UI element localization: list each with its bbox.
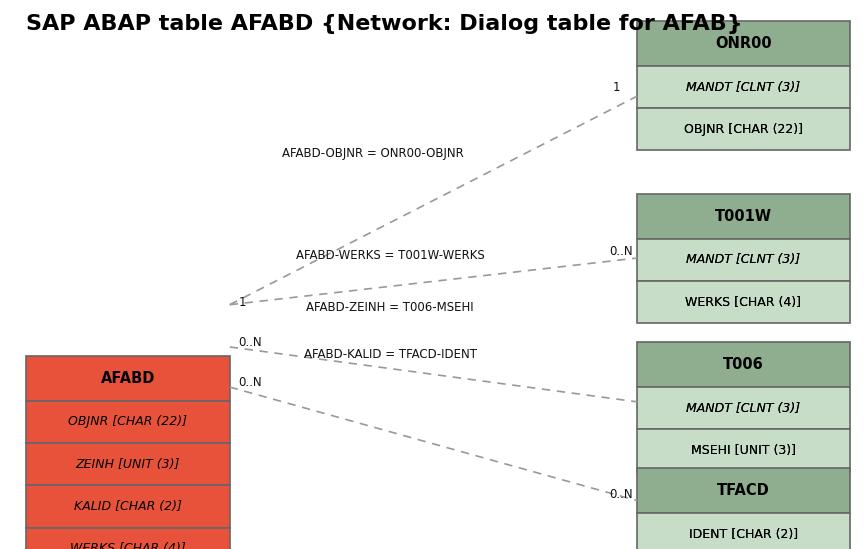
Bar bbox=[26, 401, 230, 443]
Text: T006: T006 bbox=[723, 357, 764, 372]
Bar bbox=[637, 513, 850, 549]
Bar bbox=[26, 356, 230, 401]
Text: IDENT [CHAR (2)]: IDENT [CHAR (2)] bbox=[689, 528, 798, 541]
Text: AFABD-OBJNR = ONR00-OBJNR: AFABD-OBJNR = ONR00-OBJNR bbox=[282, 147, 464, 160]
Text: T001W: T001W bbox=[715, 209, 772, 224]
Bar bbox=[637, 66, 850, 108]
Text: MANDT [CLNT (3)]: MANDT [CLNT (3)] bbox=[687, 254, 800, 266]
Text: IDENT [CHAR (2)]: IDENT [CHAR (2)] bbox=[689, 528, 798, 541]
Text: ONR00: ONR00 bbox=[715, 36, 772, 51]
Text: AFABD-WERKS = T001W-WERKS: AFABD-WERKS = T001W-WERKS bbox=[296, 249, 485, 262]
Text: 1: 1 bbox=[612, 81, 620, 94]
Text: AFABD-KALID = TFACD-IDENT: AFABD-KALID = TFACD-IDENT bbox=[303, 348, 477, 361]
Text: MANDT [CLNT (3)]: MANDT [CLNT (3)] bbox=[687, 254, 800, 266]
Text: MANDT [CLNT (3)]: MANDT [CLNT (3)] bbox=[687, 81, 800, 93]
Text: WERKS [CHAR (4)]: WERKS [CHAR (4)] bbox=[686, 296, 801, 309]
Text: MSEHI [UNIT (3)]: MSEHI [UNIT (3)] bbox=[691, 444, 796, 457]
Bar bbox=[637, 387, 850, 429]
Bar bbox=[637, 281, 850, 323]
Text: 0..N: 0..N bbox=[238, 376, 262, 389]
Text: 0..N: 0..N bbox=[238, 335, 262, 349]
Bar bbox=[637, 429, 850, 472]
Bar bbox=[637, 21, 850, 66]
Text: OBJNR [CHAR (22)]: OBJNR [CHAR (22)] bbox=[684, 123, 803, 136]
Text: 0..N: 0..N bbox=[610, 245, 633, 258]
Text: WERKS [CHAR (4)]: WERKS [CHAR (4)] bbox=[70, 542, 186, 549]
Bar bbox=[637, 239, 850, 281]
Text: MANDT [CLNT (3)]: MANDT [CLNT (3)] bbox=[687, 402, 800, 414]
Bar bbox=[637, 468, 850, 513]
Text: MANDT [CLNT (3)]: MANDT [CLNT (3)] bbox=[687, 81, 800, 93]
Bar bbox=[637, 342, 850, 387]
Text: ZEINH [UNIT (3)]: ZEINH [UNIT (3)] bbox=[75, 458, 180, 470]
Text: AFABD: AFABD bbox=[101, 371, 155, 386]
Text: WERKS [CHAR (4)]: WERKS [CHAR (4)] bbox=[686, 296, 801, 309]
Text: MSEHI [UNIT (3)]: MSEHI [UNIT (3)] bbox=[691, 444, 796, 457]
Bar bbox=[26, 528, 230, 549]
Bar bbox=[26, 485, 230, 528]
Bar bbox=[637, 194, 850, 239]
Text: MANDT [CLNT (3)]: MANDT [CLNT (3)] bbox=[687, 402, 800, 414]
Text: 1: 1 bbox=[238, 295, 246, 309]
Text: SAP ABAP table AFABD {Network: Dialog table for AFAB}: SAP ABAP table AFABD {Network: Dialog ta… bbox=[26, 14, 743, 33]
Text: 0..N: 0..N bbox=[610, 488, 633, 501]
Text: OBJNR [CHAR (22)]: OBJNR [CHAR (22)] bbox=[684, 123, 803, 136]
Text: AFABD-ZEINH = T006-MSEHI: AFABD-ZEINH = T006-MSEHI bbox=[306, 301, 474, 314]
Text: OBJNR [CHAR (22)]: OBJNR [CHAR (22)] bbox=[68, 416, 187, 428]
Bar bbox=[637, 108, 850, 150]
Bar bbox=[26, 443, 230, 485]
Text: TFACD: TFACD bbox=[717, 483, 770, 498]
Text: KALID [CHAR (2)]: KALID [CHAR (2)] bbox=[74, 500, 182, 513]
